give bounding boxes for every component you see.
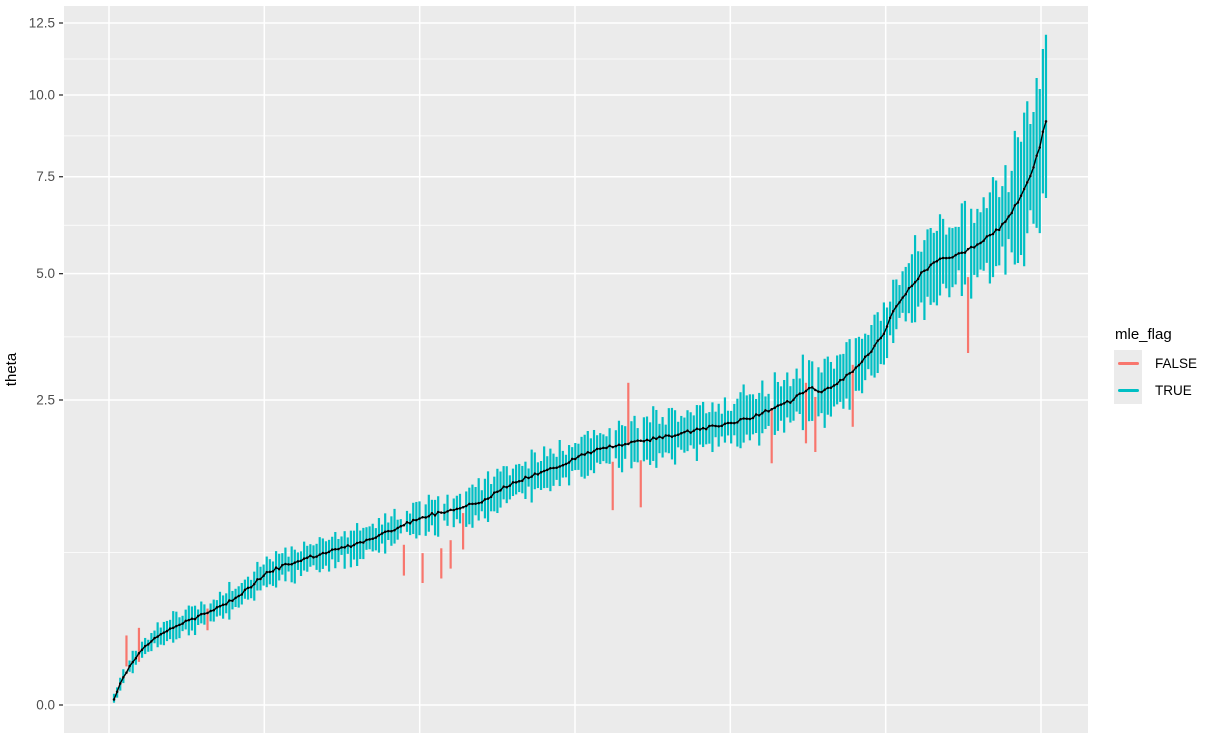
true-line-icon [1117, 389, 1139, 392]
legend-key-true [1114, 377, 1142, 404]
legend-item-false: FALSE [1114, 350, 1198, 377]
svg-text:12.5: 12.5 [29, 15, 55, 30]
svg-text:2.5: 2.5 [36, 392, 55, 407]
legend: mle_flag FALSE TRUE [1114, 326, 1198, 404]
svg-text:7.5: 7.5 [36, 169, 55, 184]
legend-item-true: TRUE [1114, 377, 1197, 404]
legend-label-true: TRUE [1153, 383, 1192, 398]
legend-label-false: FALSE [1153, 356, 1198, 371]
legend-title: mle_flag [1115, 326, 1172, 343]
svg-text:0.0: 0.0 [36, 698, 55, 713]
y-axis-title: theta [3, 352, 20, 386]
svg-text:10.0: 10.0 [29, 87, 55, 102]
legend-key-false [1114, 350, 1142, 377]
false-line-icon [1117, 362, 1139, 365]
svg-text:5.0: 5.0 [36, 266, 55, 281]
